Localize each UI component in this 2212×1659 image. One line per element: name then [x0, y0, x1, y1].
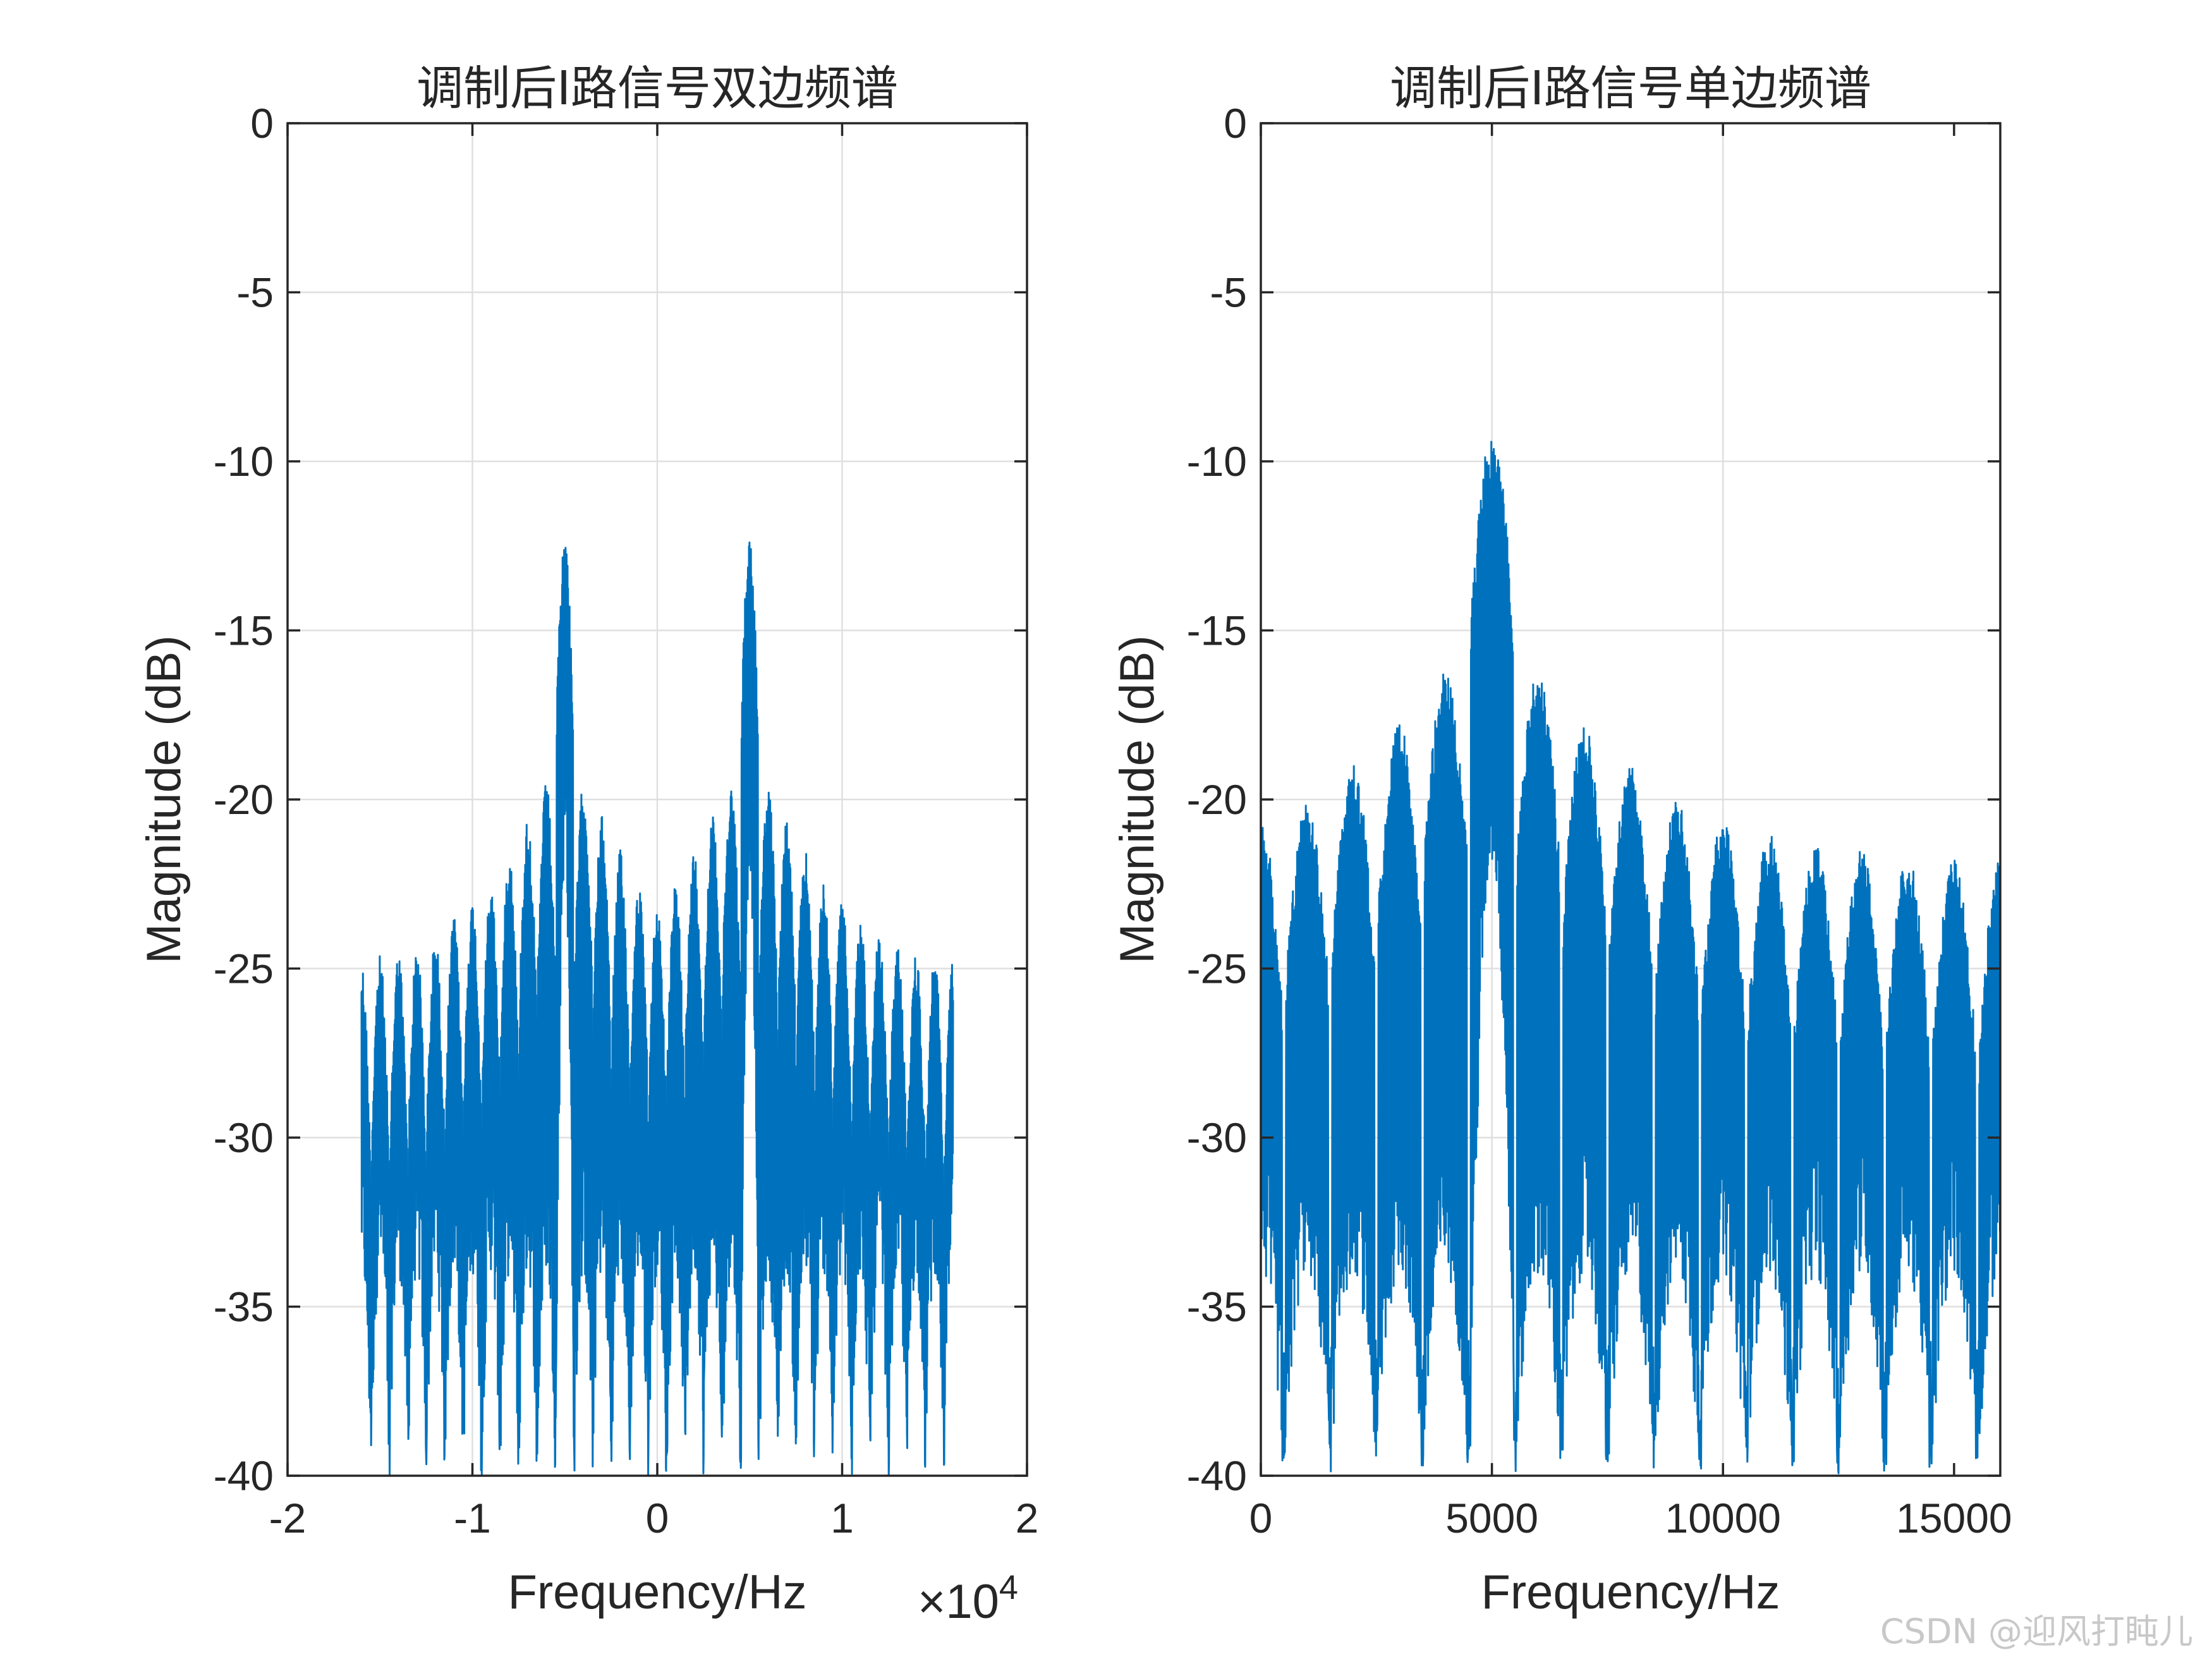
right-subplot: 0 -5 -10 -15 -20 -25 -30 -35 -40 0 5000 10000 15000…	[1110, 61, 2012, 1619]
spectrum-line	[1260, 441, 2002, 1474]
spectrum-line	[360, 541, 954, 1476]
y-tick-label: -40	[1187, 1452, 1247, 1499]
left-chart-title: 调制后I路信号双边频谱	[416, 61, 898, 116]
x-tick-label: 10000	[1665, 1495, 1781, 1541]
left-tick-marks	[286, 122, 1028, 1477]
y-tick-label: -25	[1187, 945, 1247, 992]
left-x-axis-label: Frequency/Hz	[507, 1565, 806, 1619]
right-y-tick-labels: 0 -5 -10 -15 -20 -25 -30 -35 -40	[1187, 100, 1247, 1499]
right-x-tick-labels: 0 5000 10000 15000	[1249, 1495, 2012, 1541]
x-tick-label: 1	[830, 1495, 854, 1541]
left-x-exponent-label: ×104	[918, 1569, 1018, 1629]
y-tick-label: -10	[214, 438, 274, 485]
left-y-tick-labels: 0 -5 -10 -15 -20 -25 -30 -35 -40	[214, 100, 274, 1499]
right-spectrum-series	[1260, 441, 2002, 1474]
y-tick-label: -40	[214, 1452, 274, 1499]
y-tick-label: -15	[1187, 607, 1247, 654]
left-subplot: 0-5-10-15-20-25-30-35-40 -2 -1 0 1 2 调制后I路信号…	[137, 61, 1038, 1629]
right-tick-marks	[1260, 122, 2000, 1477]
csdn-watermark: CSDN @迎风打盹儿	[1880, 1612, 2193, 1651]
left-y-axis-label: Magnitude (dB)	[137, 635, 191, 964]
x-tick-label: -1	[454, 1495, 491, 1541]
left-x-exponent-power: 4	[999, 1569, 1018, 1607]
y-tick-label: -5	[236, 269, 274, 316]
y-tick-label: -20	[1187, 776, 1247, 823]
y-tick-label: -30	[214, 1114, 274, 1161]
x-tick-label: -2	[269, 1495, 307, 1541]
y-tick-label: -35	[1187, 1284, 1247, 1330]
right-y-axis-label: Magnitude (dB)	[1110, 635, 1164, 964]
y-tick-label: -10	[1187, 438, 1247, 485]
y-tick-label: -30	[1187, 1114, 1247, 1161]
y-tick-label: 0	[1224, 100, 1247, 147]
left-spectrum-series	[360, 541, 954, 1476]
x-tick-label: 0	[646, 1495, 669, 1541]
left-x-tick-labels: -2 -1 0 1 2	[269, 1495, 1039, 1541]
x-tick-label: 5000	[1445, 1495, 1538, 1541]
y-tick-label: -20	[214, 776, 274, 823]
y-tick-label: -35	[214, 1284, 274, 1330]
left-x-exponent-base: ×10	[918, 1575, 999, 1629]
y-tick-label: -5	[1210, 269, 1247, 316]
right-chart-title: 调制后I路信号单边频谱	[1390, 61, 1871, 116]
y-tick-label: 0	[250, 100, 274, 147]
y-tick-label: -25	[214, 945, 274, 992]
right-x-axis-label: Frequency/Hz	[1481, 1565, 1780, 1619]
x-tick-label: 15000	[1896, 1495, 2012, 1541]
y-tick-label: -15	[214, 607, 274, 654]
x-tick-label: 0	[1249, 1495, 1273, 1541]
x-tick-label: 2	[1016, 1495, 1039, 1541]
